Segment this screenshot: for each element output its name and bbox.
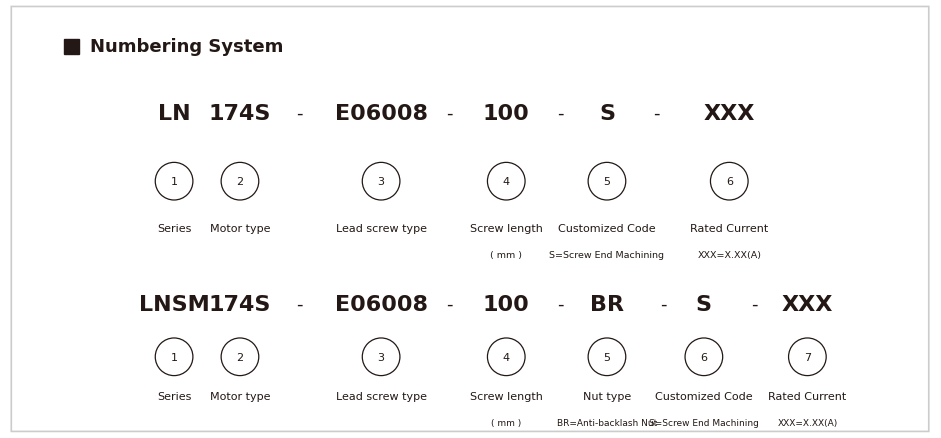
Text: Customized Code: Customized Code	[558, 224, 656, 233]
Text: 4: 4	[502, 177, 510, 187]
FancyBboxPatch shape	[11, 7, 929, 431]
Text: Lead screw type: Lead screw type	[336, 224, 426, 233]
Text: Series: Series	[157, 392, 191, 401]
Text: 100: 100	[483, 294, 530, 314]
Text: XXX: XXX	[782, 294, 833, 314]
Text: S: S	[598, 104, 615, 124]
Text: 1: 1	[170, 177, 178, 187]
Text: -: -	[752, 295, 758, 314]
Text: -: -	[296, 105, 302, 123]
Text: Screw length: Screw length	[470, 392, 543, 401]
Text: XXX: XXX	[704, 104, 755, 124]
Text: BR: BR	[590, 294, 624, 314]
Text: 6: 6	[726, 177, 733, 187]
Text: Lead screw type: Lead screw type	[336, 392, 426, 401]
Text: Motor type: Motor type	[210, 224, 270, 233]
Text: LNSM: LNSM	[138, 294, 210, 314]
Text: -: -	[661, 295, 666, 314]
Text: -: -	[447, 105, 453, 123]
Text: ( mm ): ( mm )	[490, 251, 522, 259]
Text: 4: 4	[502, 352, 510, 362]
Text: XXX=X.XX(A): XXX=X.XX(A)	[697, 251, 761, 259]
Text: -: -	[296, 295, 302, 314]
Text: -: -	[557, 105, 563, 123]
Text: BR=Anti-backlash Nut: BR=Anti-backlash Nut	[557, 418, 657, 427]
Text: 5: 5	[603, 177, 611, 187]
Text: S=Screw End Machining: S=Screw End Machining	[649, 418, 758, 427]
Text: E06008: E06008	[335, 104, 427, 124]
Text: Customized Code: Customized Code	[655, 392, 753, 401]
Text: S=Screw End Machining: S=Screw End Machining	[550, 251, 664, 259]
Text: 174S: 174S	[209, 294, 271, 314]
Text: -: -	[557, 295, 563, 314]
Bar	[64, 40, 79, 55]
Text: 174S: 174S	[209, 104, 271, 124]
Text: ( mm ): ( mm )	[491, 418, 521, 427]
Text: -: -	[447, 295, 453, 314]
Text: Series: Series	[157, 224, 191, 233]
Text: LN: LN	[158, 104, 190, 124]
Text: S: S	[695, 294, 712, 314]
Text: Motor type: Motor type	[210, 392, 270, 401]
Text: E06008: E06008	[335, 294, 427, 314]
Text: Nut type: Nut type	[582, 392, 631, 401]
Text: XXX=X.XX(A): XXX=X.XX(A)	[777, 418, 837, 427]
Text: Numbering System: Numbering System	[90, 38, 283, 56]
Text: 100: 100	[483, 104, 530, 124]
Text: 2: 2	[236, 177, 244, 187]
Text: 2: 2	[236, 352, 244, 362]
Text: -: -	[654, 105, 660, 123]
Text: 1: 1	[170, 352, 178, 362]
Text: 5: 5	[603, 352, 611, 362]
Text: 3: 3	[377, 352, 385, 362]
Text: Rated Current: Rated Current	[768, 392, 847, 401]
Text: 3: 3	[377, 177, 385, 187]
Text: 7: 7	[804, 352, 811, 362]
Text: Rated Current: Rated Current	[690, 224, 769, 233]
Text: 6: 6	[700, 352, 708, 362]
Text: Screw length: Screw length	[470, 224, 543, 233]
